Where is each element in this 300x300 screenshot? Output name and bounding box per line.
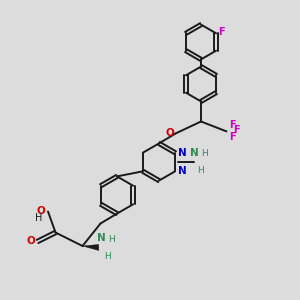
Text: O: O: [37, 206, 46, 216]
Text: O: O: [166, 128, 174, 138]
Polygon shape: [82, 244, 99, 250]
Text: H: H: [104, 252, 111, 261]
Text: H: H: [108, 235, 115, 244]
Text: O: O: [26, 236, 35, 246]
Text: H: H: [35, 213, 43, 223]
Text: F: F: [230, 132, 236, 142]
Text: N: N: [190, 148, 199, 158]
Text: H: H: [197, 166, 204, 175]
Text: F: F: [233, 125, 240, 135]
Text: N: N: [97, 233, 106, 243]
Text: N: N: [178, 166, 187, 176]
Text: F: F: [218, 27, 225, 37]
Text: H: H: [202, 149, 208, 158]
Text: N: N: [178, 148, 187, 158]
Text: F: F: [230, 120, 236, 130]
